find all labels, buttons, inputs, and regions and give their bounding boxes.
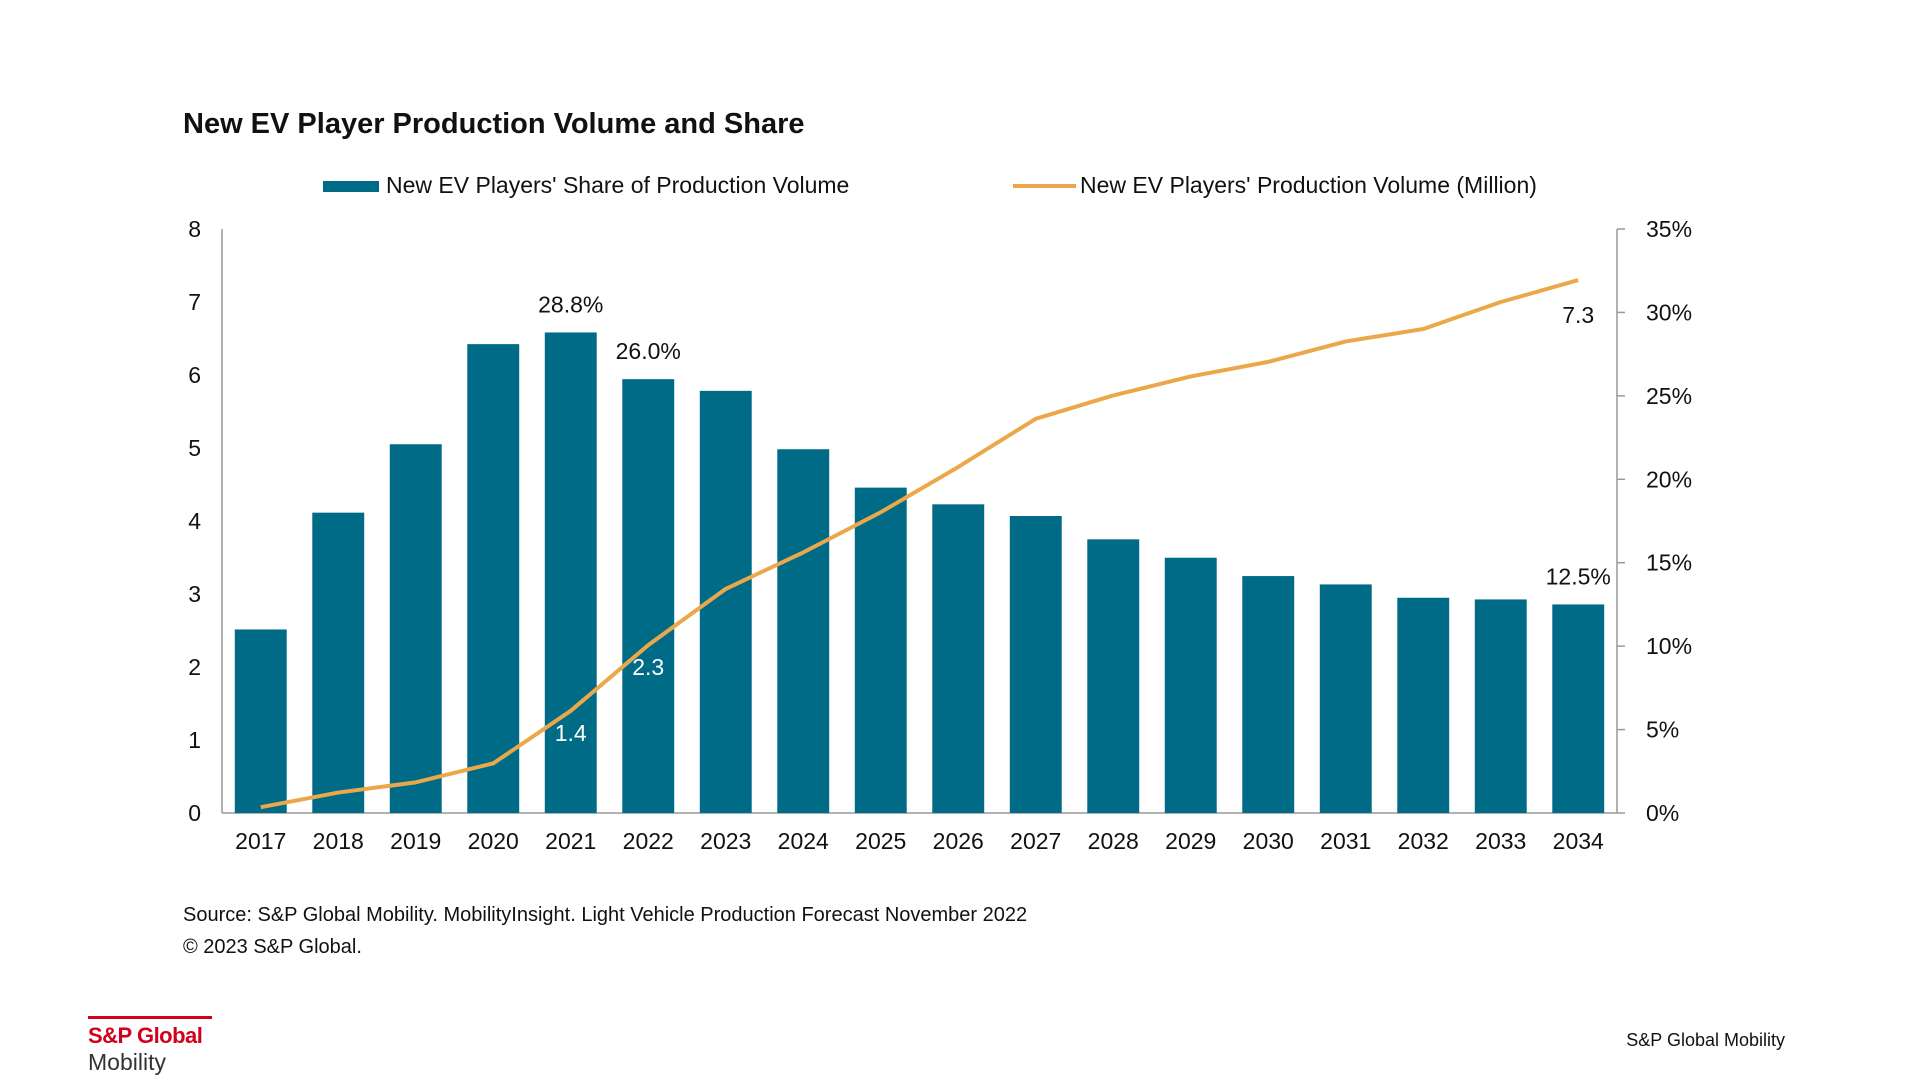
left-tick-label: 6	[188, 362, 201, 388]
x-tick-label: 2018	[313, 828, 364, 854]
x-tick-label: 2020	[468, 828, 519, 854]
data-label: 28.8%	[538, 291, 603, 317]
source-note: Source: S&P Global Mobility. MobilityIns…	[183, 904, 1028, 926]
right-tick-label: 15%	[1646, 550, 1692, 576]
logo-subtitle: Mobility	[88, 1049, 166, 1075]
copyright-note: © 2023 S&P Global.	[183, 936, 362, 958]
bar-share-2026	[932, 504, 985, 813]
x-tick-label: 2023	[700, 828, 751, 854]
bar-share-2032	[1397, 597, 1450, 813]
x-tick-label: 2017	[235, 828, 286, 854]
right-tick-label: 10%	[1646, 633, 1692, 659]
data-label: 1.4	[555, 720, 587, 746]
bar-share-2024	[777, 449, 830, 813]
plot-area: 0 1 2 3 4 5 6 7 8 0% 5% 10% 15% 20% 25% 30% 35% 2017 2018 2…	[188, 216, 1692, 854]
bar-share-2027	[1009, 515, 1062, 813]
data-label: 2.3	[632, 654, 664, 680]
left-tick-label: 7	[188, 289, 201, 315]
bar-share-2025	[854, 487, 907, 813]
bar-share-2022	[622, 379, 675, 813]
right-tick-label: 25%	[1646, 383, 1692, 409]
bar-share-2031	[1319, 584, 1372, 813]
left-tick-label: 1	[188, 727, 201, 753]
right-tick-label: 5%	[1646, 717, 1679, 743]
chart-title: New EV Player Production Volume and Shar…	[183, 108, 805, 140]
data-label: 7.3	[1562, 302, 1594, 328]
logo-wordmark: S&P Global	[88, 1023, 203, 1048]
legend-label-bar: New EV Players' Share of Production Volu…	[386, 172, 849, 198]
left-tick-label: 0	[188, 800, 201, 826]
logo-red-bar	[88, 1016, 212, 1019]
x-tick-label: 2032	[1398, 828, 1449, 854]
legend-swatch-bar	[323, 181, 379, 192]
x-tick-label: 2022	[623, 828, 674, 854]
bar-share-2018	[312, 512, 365, 813]
sp-global-mobility-logo: S&P Global Mobility	[88, 1016, 212, 1076]
left-tick-label: 4	[188, 508, 201, 534]
left-tick-label: 8	[188, 216, 201, 242]
left-tick-label: 3	[188, 581, 201, 607]
x-tick-label: 2019	[390, 828, 441, 854]
x-tick-label: 2033	[1475, 828, 1526, 854]
x-tick-label: 2025	[855, 828, 906, 854]
bar-share-2020	[467, 344, 520, 813]
bar-share-2017	[234, 629, 287, 813]
right-tick-label: 0%	[1646, 800, 1679, 826]
bar-share-2033	[1474, 599, 1527, 813]
legend: New EV Players' Share of Production Volu…	[323, 172, 1537, 198]
x-tick-label: 2027	[1010, 828, 1061, 854]
right-tick-label: 30%	[1646, 299, 1692, 325]
line-volume	[260, 278, 1579, 810]
legend-label-line: New EV Players' Production Volume (Milli…	[1080, 172, 1537, 198]
bar-share-2029	[1164, 557, 1217, 813]
right-tick-label: 20%	[1646, 466, 1692, 492]
bar-share-2030	[1242, 576, 1295, 813]
data-label: 12.5%	[1546, 563, 1611, 589]
bar-share-2021	[544, 332, 597, 813]
bar-share-2028	[1087, 539, 1140, 813]
bar-share-2019	[389, 444, 442, 813]
x-tick-label: 2028	[1088, 828, 1139, 854]
left-tick-label: 2	[188, 654, 201, 680]
data-label: 26.0%	[616, 338, 681, 364]
left-tick-label: 5	[188, 435, 201, 461]
x-tick-label: 2030	[1243, 828, 1294, 854]
x-tick-label: 2021	[545, 828, 596, 854]
footer-brand: S&P Global Mobility	[1626, 1030, 1785, 1050]
x-tick-label: 2031	[1320, 828, 1371, 854]
right-tick-label: 35%	[1646, 216, 1692, 242]
x-tick-label: 2024	[778, 828, 829, 854]
x-tick-label: 2029	[1165, 828, 1216, 854]
bar-share-2034	[1552, 604, 1605, 813]
x-tick-label: 2034	[1553, 828, 1604, 854]
x-tick-label: 2026	[933, 828, 984, 854]
